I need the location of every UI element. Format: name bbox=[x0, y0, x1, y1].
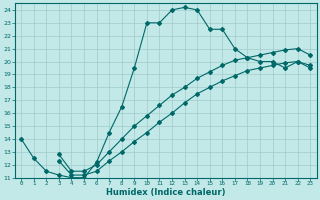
X-axis label: Humidex (Indice chaleur): Humidex (Indice chaleur) bbox=[106, 188, 226, 197]
